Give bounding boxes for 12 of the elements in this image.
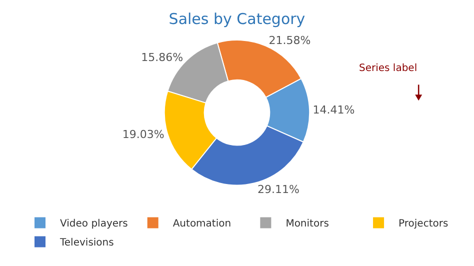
legend-label: Monitors xyxy=(286,218,329,230)
data-label: 14.41% xyxy=(312,103,355,116)
text: Series label xyxy=(359,63,418,74)
data-label: 29.11% xyxy=(257,182,300,196)
legend-label: Automation xyxy=(172,218,232,230)
legend-label: Televisions xyxy=(59,238,114,249)
chart-title: Sales by Category xyxy=(168,10,306,28)
data-label: 19.03% xyxy=(122,128,164,141)
data-label: 21.58% xyxy=(268,34,311,47)
data-label: 15.86% xyxy=(141,50,184,64)
legend-label: Projectors xyxy=(398,218,448,230)
legend-label: Video players xyxy=(60,218,128,230)
